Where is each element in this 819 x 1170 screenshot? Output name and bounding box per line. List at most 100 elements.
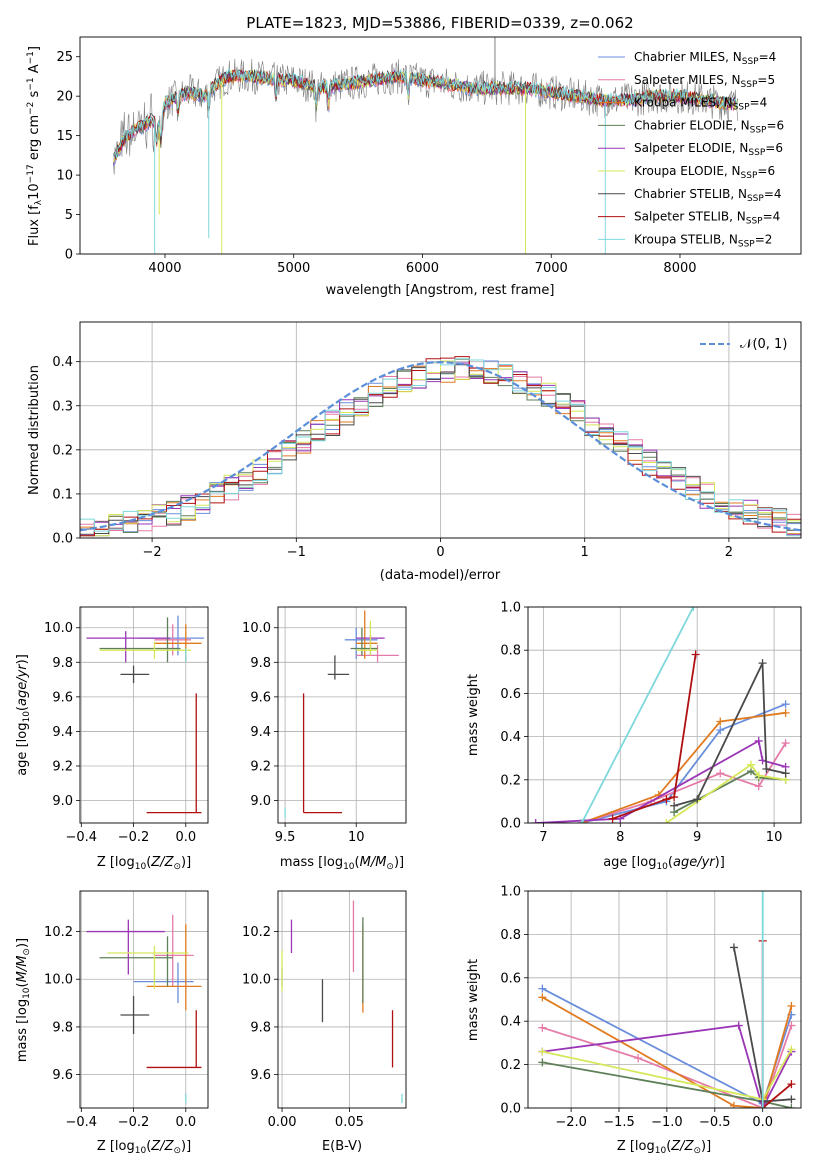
x-tick-label: 0.0: [752, 1115, 773, 1130]
weight-marker: [670, 801, 679, 810]
x-tick-label: 9: [693, 830, 701, 845]
y-tick-label: 10: [56, 169, 73, 184]
weight-marker: [670, 793, 679, 802]
weight-marker: [538, 1023, 547, 1032]
weight-line: [542, 1025, 793, 1108]
weight-marker: [608, 814, 617, 823]
y-tick-label: 9.8: [250, 656, 271, 671]
histogram-traces: [80, 356, 801, 537]
age-vs-Z-panel: −0.4 −0.2 0.0 9.0 9.2 9.4 9.6 9.8 10.0 Z [log10(…: [15, 606, 209, 872]
y-tick-label: 0.2: [500, 1058, 521, 1073]
y-tick-label: 9.4: [52, 725, 73, 740]
x-tick-label: −1.0: [651, 1115, 683, 1130]
x-tick-label: −2: [143, 545, 162, 560]
x-tick-label: 9.5: [275, 830, 296, 845]
residual-panel: −2 −1 0 1 2 0.0 0.1 0.2 0.3 0.4 (data-model)/erro…: [27, 321, 802, 583]
y-tick-label: 9.0: [52, 794, 73, 809]
model-spectrum-line: [113, 67, 739, 159]
legend-label: Kroupa ELODIE, NSSP=6: [634, 164, 775, 181]
weight-line: [612, 654, 697, 820]
mass-vs-Z-plot: −0.4 −0.2 0.0 9.6 9.8 10.0 10.2: [44, 890, 209, 1130]
age-vs-Z-ylabel: age [log10(age/yr)]: [15, 654, 32, 776]
spectrum-panel: PLATE=1823, MJD=53886, FIBERID=0339, z=0…: [26, 14, 802, 298]
x-tick-label: 8000: [663, 261, 696, 276]
histogram-step: [80, 356, 801, 537]
weight-marker: [734, 1021, 743, 1030]
weight-marker: [758, 659, 767, 668]
weight-marker: [729, 1101, 738, 1108]
weight-marker: [754, 782, 763, 791]
weight-marker: [691, 650, 700, 659]
x-tick-label: 7: [539, 830, 547, 845]
errorbars: [281, 900, 403, 1104]
weight-lines: [538, 891, 796, 1108]
y-tick-label: 0.0: [500, 1102, 521, 1117]
weight-marker: [787, 1045, 796, 1054]
y-tick-label: 0.6: [500, 971, 521, 986]
x-tick-label: 2: [725, 545, 733, 560]
weight-marker: [689, 607, 698, 611]
weight-marker: [787, 1104, 796, 1108]
y-tick-label: 9.8: [52, 656, 73, 671]
residual-ylabel: Normed distribution: [27, 365, 42, 495]
weight-marker: [781, 700, 790, 709]
x-tick-label: 0.0: [175, 1115, 196, 1130]
y-tick-label: 0.2: [52, 443, 73, 458]
mass-vs-ebv-panel: 0.00 0.05 9.6 9.8 10.0 10.2 E(B-V): [242, 890, 407, 1154]
weight-line: [581, 607, 695, 823]
y-tick-label: 25: [56, 50, 73, 65]
histogram-step: [80, 358, 801, 537]
y-tick-label: 10.0: [44, 621, 73, 636]
x-tick-label: 4000: [148, 261, 181, 276]
y-tick-label: 0.6: [500, 687, 521, 702]
errorbars: [284, 610, 399, 818]
weight-marker: [538, 1058, 547, 1067]
mass-vs-Z-xlabel: Z [log10(Z/Z⊙)]: [97, 1139, 191, 1156]
residual-plot: −2 −1 0 1 2 0.0 0.1 0.2 0.3 0.4: [52, 321, 802, 560]
errorbars: [86, 615, 205, 814]
weight-marker: [716, 717, 725, 726]
y-tick-label: 0.1: [52, 487, 73, 502]
weight-vs-Z-xlabel: Z [log10(Z/Z⊙)]: [617, 1139, 711, 1156]
y-tick-label: 9.2: [52, 759, 73, 774]
y-tick-label: 9.6: [250, 1068, 271, 1083]
spectrum-xlabel: wavelength [Angstrom, rest frame]: [326, 283, 555, 298]
x-tick-label: 1: [581, 545, 589, 560]
weight-marker: [577, 819, 586, 823]
axes-frame: [527, 606, 802, 824]
y-tick-label: 9.8: [52, 1020, 73, 1035]
weight-line: [542, 1024, 793, 1108]
weight-lines: [531, 607, 790, 823]
weight-marker: [538, 993, 547, 1002]
weight-marker: [538, 1047, 547, 1056]
weight-marker: [531, 819, 540, 823]
y-tick-label: 15: [56, 129, 73, 144]
axes-frame: [277, 606, 407, 824]
y-tick-label: 1.0: [500, 885, 521, 900]
weight-marker: [716, 769, 725, 778]
x-tick-label: −0.5: [699, 1115, 731, 1130]
weight-marker: [787, 1021, 796, 1030]
y-tick-label: 1.0: [500, 601, 521, 616]
x-tick-label: 10: [766, 830, 783, 845]
y-tick-label: 10.0: [242, 621, 271, 636]
weight-line: [581, 711, 786, 823]
age-vs-Z-xlabel: Z [log10(Z/Z⊙)]: [97, 855, 191, 872]
legend-label: Salpeter ELODIE, NSSP=6: [634, 141, 783, 158]
weight-marker: [754, 736, 763, 745]
weight-vs-age-xlabel: age [log10(age/yr)]: [603, 855, 725, 872]
y-tick-label: 10.0: [242, 973, 271, 988]
weight-vs-age-plot: 7 8 9 10 0.0 0.2 0.4 0.6 0.8 1.0: [500, 601, 802, 845]
weight-marker: [716, 726, 725, 735]
age-vs-mass-plot: 9.5 10 9.0 9.2 9.4 9.6 9.8 10.0: [242, 606, 407, 845]
weight-marker: [787, 1002, 796, 1011]
y-tick-label: 0.0: [500, 817, 521, 832]
y-tick-label: 10.2: [44, 925, 73, 940]
weight-line: [541, 996, 793, 1108]
axes-frame: [79, 606, 209, 824]
gaussian-curve: [80, 360, 801, 532]
weight-marker: [781, 739, 790, 748]
legend-label: Salpeter MILES, NSSP=5: [634, 73, 775, 90]
weight-marker: [538, 984, 547, 993]
